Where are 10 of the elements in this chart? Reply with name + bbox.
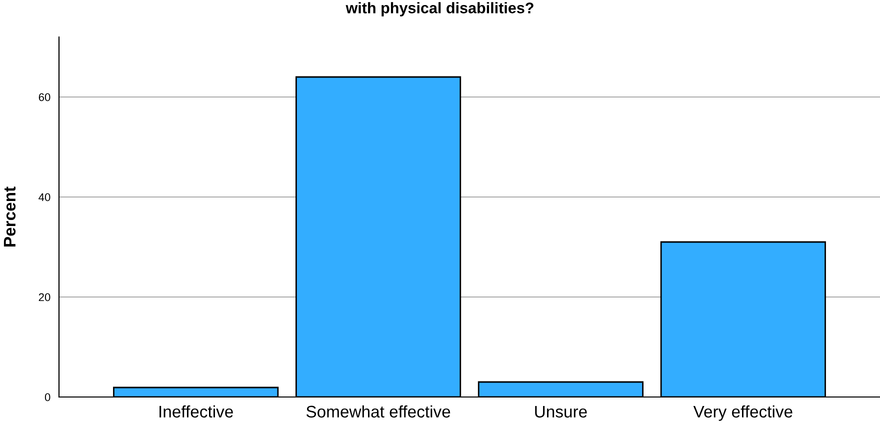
x-tick-label: Ineffective [160,405,233,418]
y-tick-label: 40 [38,193,50,202]
y-axis-title: Percent [4,186,16,246]
chart-title: with physical disabilities? [346,2,534,16]
y-tick-label: 60 [38,93,50,102]
x-tick-label: Somewhat effective [306,405,450,418]
y-tick-label: 20 [38,293,50,302]
y-tick-label: 0 [44,393,50,402]
x-tick-label: Very effective [693,405,792,421]
x-tick-label: Unsure [535,406,587,418]
